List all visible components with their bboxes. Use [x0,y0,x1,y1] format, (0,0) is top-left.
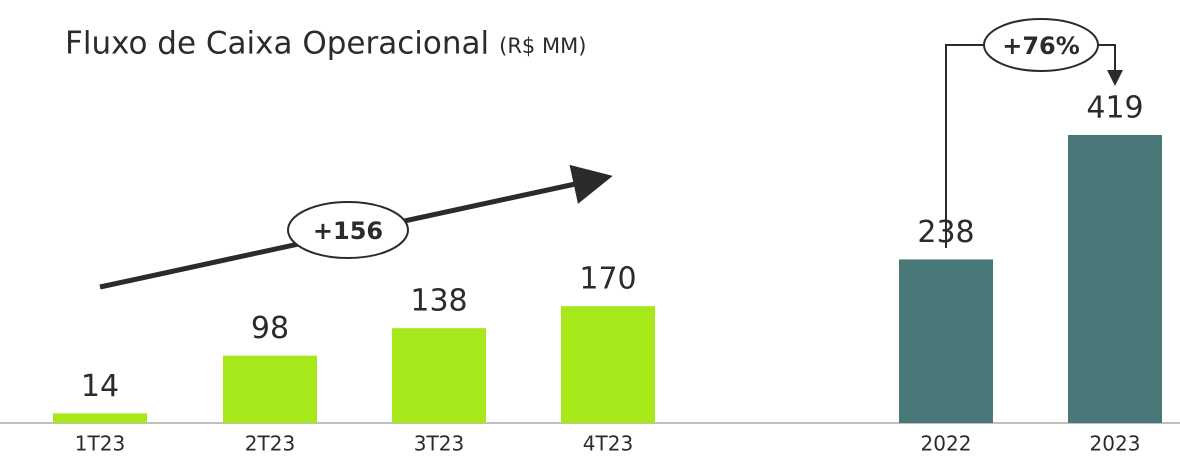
value-label: 419 [1086,91,1143,126]
x-tick-label: 2023 [1090,432,1141,456]
annotation-bubble [983,18,1099,72]
value-label: 170 [579,262,636,297]
annotation: +156 [313,217,383,245]
x-tick-label: 2T23 [245,432,295,456]
x-tick-label: 1T23 [75,432,125,456]
x-tick-label: 2022 [921,432,972,456]
bar [1068,135,1162,423]
value-label: 14 [81,369,119,404]
connector [945,44,984,248]
value-label: 138 [410,284,467,319]
x-tick-label: 4T23 [583,432,633,456]
chart-title: Fluxo de Caixa Operacional [65,26,489,62]
bar [561,306,655,423]
annotation: +76% [1002,32,1080,60]
bar [392,328,486,423]
bar [223,355,317,423]
annotation-bubble [287,201,409,259]
chart-subtitle: (R$ MM) [499,34,586,58]
x-tick-label: 3T23 [414,432,464,456]
connector [1098,44,1123,86]
value-label: 238 [917,215,974,250]
value-label: 98 [251,311,289,346]
bar [899,259,993,423]
bar [53,413,147,423]
